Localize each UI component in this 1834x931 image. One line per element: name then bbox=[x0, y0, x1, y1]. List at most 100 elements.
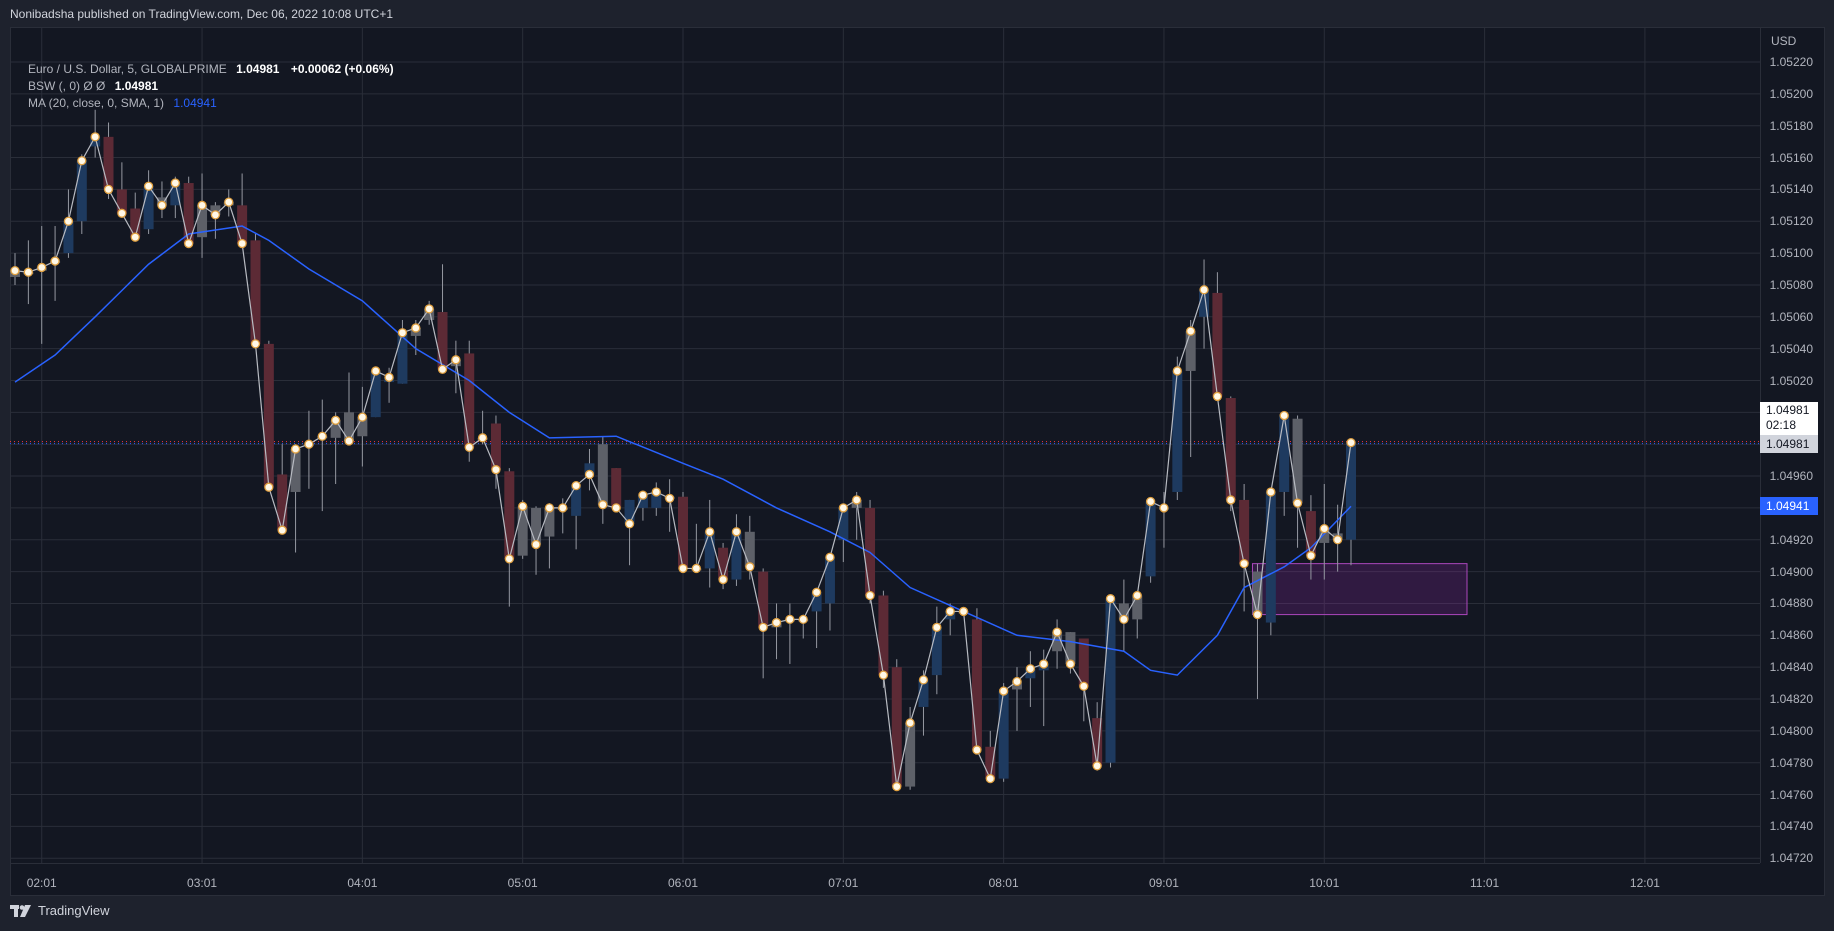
bsw-point-marker bbox=[264, 482, 274, 492]
candle-body bbox=[878, 595, 889, 676]
candle-body bbox=[263, 343, 274, 488]
bsw-point-marker bbox=[344, 436, 354, 446]
bsw-point-marker bbox=[224, 197, 234, 207]
candle-body bbox=[611, 468, 622, 508]
price-tick-label: 1.04760 bbox=[1769, 787, 1813, 802]
candle-body bbox=[464, 353, 475, 448]
time-axis[interactable]: 02:01 03:01 04:01 05:01 06:01 07:01 08:01 09:01… bbox=[10, 863, 1760, 897]
bsw-point-marker bbox=[1292, 498, 1303, 508]
candle-body bbox=[1118, 603, 1129, 620]
candle-body bbox=[1292, 418, 1303, 504]
bsw-point-marker bbox=[1306, 551, 1316, 561]
bsw-point-marker bbox=[958, 606, 969, 617]
publish-info: Nonibadsha published on TradingView.com,… bbox=[10, 7, 394, 21]
bsw-point-marker bbox=[638, 490, 648, 500]
candle-body bbox=[103, 136, 114, 190]
bsw-point-marker bbox=[811, 587, 822, 597]
bsw-indicator-label: BSW (, 0) Ø Ø bbox=[28, 79, 106, 93]
last-price-tag: 1.04981 bbox=[1760, 435, 1818, 453]
bsw-point-marker bbox=[771, 617, 782, 628]
price-tick-label: 1.04920 bbox=[1769, 532, 1813, 547]
candle-body bbox=[183, 183, 194, 244]
candle-body bbox=[544, 507, 555, 537]
last-price-tag-value: 1.04981 bbox=[1766, 403, 1810, 417]
candle-body bbox=[504, 471, 515, 559]
candle-body bbox=[1199, 289, 1210, 317]
candle-body bbox=[651, 491, 662, 508]
bsw-point-marker bbox=[518, 501, 528, 511]
candle-body bbox=[76, 160, 87, 222]
bsw-point-marker bbox=[852, 495, 862, 505]
candle-body bbox=[1025, 668, 1036, 679]
bsw-point-marker bbox=[384, 372, 394, 382]
legend-ma-row[interactable]: MA (20, close, 0, SMA, 1) 1.04941 bbox=[28, 95, 394, 112]
bsw-point-marker bbox=[130, 232, 140, 242]
candle-body bbox=[143, 186, 154, 230]
candle-body bbox=[731, 531, 742, 580]
chart-frame bbox=[10, 27, 1825, 896]
price-change: +0.00062 (+0.06%) bbox=[290, 62, 394, 76]
bsw-point-marker bbox=[330, 415, 341, 425]
candle-body bbox=[1239, 499, 1250, 564]
candle-body bbox=[918, 679, 929, 707]
candle-body bbox=[197, 205, 208, 238]
legend-bsw-row[interactable]: BSW (, 0) Ø Ø 1.04981 bbox=[28, 78, 394, 95]
bsw-point-marker bbox=[37, 262, 47, 273]
time-tick-label: 09:01 bbox=[1148, 876, 1179, 890]
bsw-point-marker bbox=[1105, 594, 1116, 604]
bsw-point-marker bbox=[437, 364, 448, 375]
bsw-point-marker bbox=[411, 323, 421, 333]
bsw-point-marker bbox=[197, 200, 207, 210]
candle-body bbox=[170, 183, 181, 206]
candle-body bbox=[905, 722, 916, 787]
bsw-point-marker bbox=[103, 184, 114, 195]
time-tick-label: 03:01 bbox=[187, 876, 218, 890]
candle-body bbox=[1252, 571, 1263, 615]
bsw-point-marker bbox=[90, 132, 100, 142]
time-tick-label: 02:01 bbox=[26, 876, 57, 890]
bsw-point-marker bbox=[785, 614, 795, 625]
bsw-point-marker bbox=[117, 208, 127, 218]
candle-body bbox=[624, 499, 635, 524]
candle-body bbox=[678, 496, 688, 569]
bsw-point-marker bbox=[1092, 761, 1102, 771]
candle-body bbox=[1052, 632, 1063, 652]
currency-unit: USD bbox=[1771, 34, 1797, 48]
bsw-point-marker bbox=[1119, 614, 1129, 625]
candle-body bbox=[1319, 528, 1330, 543]
bsw-point-marker bbox=[1079, 681, 1089, 691]
candle-body bbox=[250, 240, 261, 344]
price-tick-label: 1.05120 bbox=[1769, 214, 1813, 229]
bsw-point-marker bbox=[651, 487, 661, 497]
price-tick-label: 1.04800 bbox=[1769, 723, 1813, 738]
price-tick-label: 1.05220 bbox=[1769, 55, 1813, 69]
bsw-point-marker bbox=[544, 503, 555, 513]
bsw-point-marker bbox=[424, 304, 434, 314]
candle-body bbox=[718, 547, 729, 580]
bsw-point-marker bbox=[371, 366, 381, 376]
time-tick-label: 10:01 bbox=[1309, 876, 1340, 890]
price-tick-label: 1.04720 bbox=[1769, 851, 1813, 866]
candle-body bbox=[637, 495, 648, 508]
chart-pane[interactable]: Euro / U.S. Dollar, 5, GLOBALPRIME 1.049… bbox=[10, 27, 1760, 863]
legend-symbol-row[interactable]: Euro / U.S. Dollar, 5, GLOBALPRIME 1.049… bbox=[28, 61, 394, 78]
bsw-point-marker bbox=[477, 433, 488, 443]
bsw-point-marker bbox=[678, 563, 688, 574]
candle-body bbox=[1279, 415, 1290, 492]
bsw-point-marker bbox=[157, 200, 167, 210]
candle-body bbox=[1172, 370, 1183, 492]
top-bar: Nonibadsha published on TradingView.com,… bbox=[0, 0, 1834, 27]
bsw-point-marker bbox=[624, 519, 635, 529]
bsw-point-marker bbox=[972, 745, 982, 755]
candlestick-chart[interactable] bbox=[10, 27, 1760, 863]
candle-body bbox=[1305, 511, 1316, 556]
bsw-point-marker bbox=[304, 439, 314, 449]
candle-body bbox=[838, 507, 849, 540]
candle-body bbox=[63, 221, 74, 254]
ma-indicator-value: 1.04941 bbox=[173, 96, 217, 110]
price-tick-label: 1.04780 bbox=[1769, 755, 1813, 770]
bsw-point-marker bbox=[1012, 676, 1022, 687]
bsw-point-marker bbox=[357, 412, 368, 422]
footer-brand[interactable]: TradingView bbox=[10, 903, 110, 918]
candle-body bbox=[531, 507, 542, 545]
